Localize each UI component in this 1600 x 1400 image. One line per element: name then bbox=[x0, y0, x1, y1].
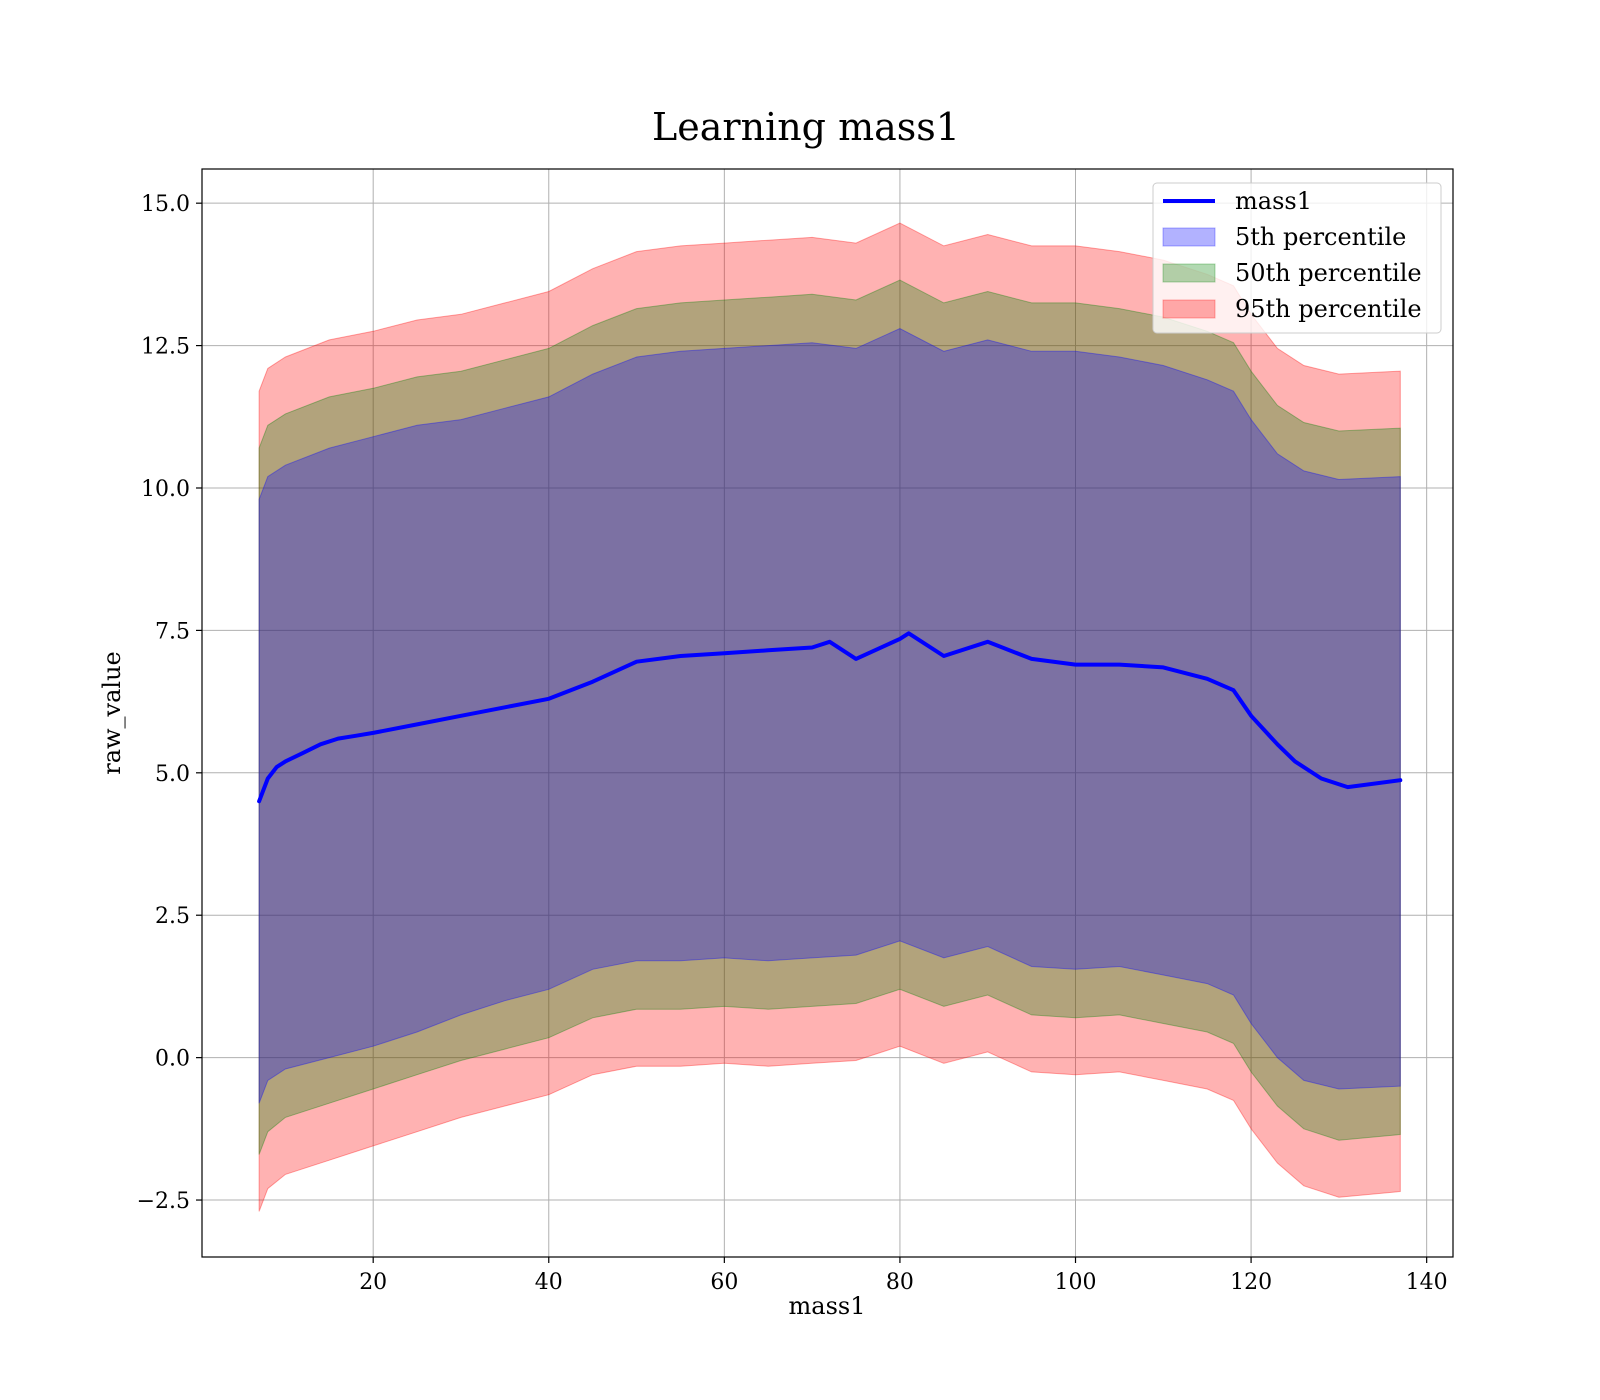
legend-swatch-95th bbox=[1162, 299, 1216, 319]
mass1-line bbox=[257, 631, 1403, 804]
x-tick-label: 140 bbox=[1406, 1270, 1448, 1295]
y-axis-ticks: −2.5 0.0 2.5 5.0 7.5 10.0 12.5 15.0 bbox=[137, 192, 202, 1214]
band-5th-percentile bbox=[258, 327, 1401, 1104]
chart-title: Learning mass1 bbox=[652, 105, 960, 149]
y-tick-label: 0.0 bbox=[155, 1047, 190, 1072]
y-tick-label: 12.5 bbox=[141, 335, 190, 360]
y-tick-label: 15.0 bbox=[141, 192, 190, 217]
x-tick-label: 40 bbox=[535, 1270, 563, 1295]
x-tick-label: 60 bbox=[710, 1270, 738, 1295]
legend-label-50th: 50th percentile bbox=[1235, 259, 1422, 287]
legend-swatch-50th bbox=[1162, 263, 1216, 283]
legend-label-mass1: mass1 bbox=[1235, 187, 1312, 215]
legend-box bbox=[1152, 182, 1442, 334]
y-tick-label: 10.0 bbox=[141, 477, 190, 502]
line-series bbox=[257, 631, 1403, 804]
band-50th-percentile bbox=[258, 279, 1401, 1155]
y-tick-label: 2.5 bbox=[155, 904, 190, 929]
y-tick-label: 7.5 bbox=[155, 619, 190, 644]
x-axis-label: mass1 bbox=[789, 1292, 866, 1320]
x-axis-ticks: 20 40 60 80 100 120 140 bbox=[359, 1257, 1448, 1295]
plot-frame bbox=[201, 168, 1454, 1258]
legend-swatch-5th bbox=[1162, 227, 1216, 247]
band-95th-percentile bbox=[258, 222, 1401, 1212]
grid bbox=[202, 169, 1453, 1257]
legend-label-5th: 5th percentile bbox=[1235, 223, 1406, 251]
y-tick-label: 5.0 bbox=[155, 762, 190, 787]
legend: mass1 5th percentile 50th percentile 95t… bbox=[1152, 182, 1442, 334]
y-axis-label: raw_value bbox=[98, 651, 126, 775]
x-tick-label: 20 bbox=[359, 1270, 387, 1295]
x-tick-label: 120 bbox=[1230, 1270, 1272, 1295]
y-tick-label: −2.5 bbox=[137, 1189, 190, 1214]
x-tick-label: 80 bbox=[886, 1270, 914, 1295]
x-tick-label: 100 bbox=[1055, 1270, 1097, 1295]
percentile-bands bbox=[258, 222, 1401, 1212]
legend-label-95th: 95th percentile bbox=[1235, 295, 1422, 323]
